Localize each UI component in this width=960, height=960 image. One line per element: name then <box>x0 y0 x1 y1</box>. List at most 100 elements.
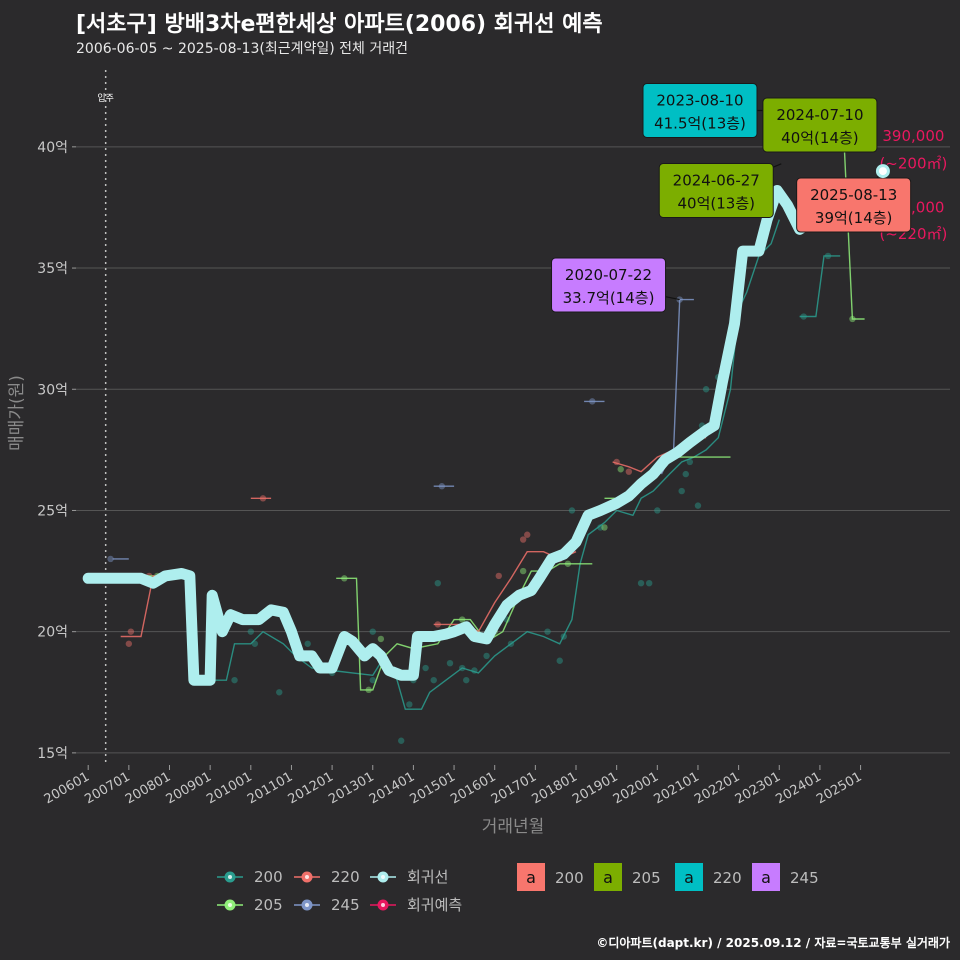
legend-box-glyph: a <box>761 868 771 887</box>
callout-date: 2025-08-13 <box>810 186 897 204</box>
transaction-point <box>231 676 238 684</box>
series-line-s200 <box>799 255 841 318</box>
transaction-point <box>398 737 405 744</box>
x-tick-label: 202501 <box>814 769 864 807</box>
legend-box-key <box>517 863 545 891</box>
chart-subtitle: 2006-06-05 ~ 2025-08-13(최근계약일) 전체 거래건 <box>76 41 408 57</box>
transaction-point <box>430 676 437 684</box>
series-line-s200 <box>210 219 780 710</box>
legend-label: 245 <box>331 896 360 914</box>
x-tick-label: 201801 <box>530 769 580 807</box>
callout-price: 33.7억(14층) <box>563 289 655 307</box>
callout-box <box>796 177 912 233</box>
legend-label: 205 <box>254 896 283 914</box>
legend-box-label: 245 <box>790 869 819 887</box>
legend-point-dot <box>228 903 232 907</box>
legend-label: 220 <box>331 868 360 886</box>
transaction-point <box>247 628 254 635</box>
x-tick-label: 201401 <box>367 769 417 807</box>
callout-box <box>658 162 774 218</box>
x-tick-label: 202101 <box>651 769 701 807</box>
x-axis-title: 거래년월 <box>482 817 545 837</box>
legend-box-key <box>752 863 780 891</box>
legend-point-dot <box>305 903 309 907</box>
x-tick-label: 201901 <box>570 769 620 807</box>
x-tick-label: 200701 <box>82 769 132 807</box>
x-tick-label: 201701 <box>489 769 539 807</box>
y-axis-title: 매매가(원) <box>7 375 27 451</box>
y-tick-label: 30억 <box>37 382 68 398</box>
transaction-point <box>556 657 563 664</box>
callout-box <box>762 97 878 153</box>
transaction-point <box>645 579 653 587</box>
regression-line <box>82 185 891 686</box>
transaction-point <box>682 470 689 478</box>
transaction-point <box>637 579 645 587</box>
transaction-point <box>434 579 441 587</box>
transaction-point <box>702 386 710 393</box>
transaction-point <box>304 640 311 647</box>
transaction-point <box>127 628 135 635</box>
callout-box <box>551 257 667 313</box>
legend-box-label: 205 <box>632 869 661 887</box>
x-tick-label: 202201 <box>692 769 742 807</box>
series-line-s205 <box>832 146 865 320</box>
callout-box <box>642 82 758 138</box>
legend-box-key <box>675 863 703 891</box>
x-tick-label: 202001 <box>611 769 661 807</box>
legend-box-label: 200 <box>555 869 584 887</box>
callout-price: 39억(14층) <box>815 209 892 227</box>
x-tick-label: 201201 <box>286 769 336 807</box>
legend-box-glyph: a <box>526 868 536 887</box>
legend-box-label: 220 <box>713 869 742 887</box>
callout-date: 2020-07-22 <box>565 266 652 284</box>
y-tick-label: 25억 <box>37 503 68 519</box>
y-tick-label: 20억 <box>37 625 68 641</box>
transaction-point <box>422 664 429 672</box>
transaction-point <box>686 458 694 466</box>
y-tick-label: 35억 <box>37 261 68 277</box>
x-tick-label: 201601 <box>448 769 498 807</box>
callout-date: 2023-08-10 <box>656 91 743 109</box>
legend-label: 200 <box>254 868 283 886</box>
transaction-point <box>446 659 454 667</box>
callout-date: 2024-06-27 <box>673 171 760 189</box>
transaction-point <box>654 507 661 514</box>
transaction-point <box>369 628 376 635</box>
move-in-label: 입주 <box>97 92 114 104</box>
transaction-point <box>406 701 413 708</box>
transaction-point <box>483 652 490 660</box>
x-tick-label: 201301 <box>326 769 376 807</box>
transaction-point <box>601 524 608 531</box>
x-tick-label: 201501 <box>408 769 458 807</box>
transaction-point <box>495 572 502 580</box>
transaction-point <box>107 555 114 563</box>
legend-box-glyph: a <box>684 868 694 887</box>
transaction-point <box>568 507 576 514</box>
forecast-label: (~200㎡) <box>879 155 947 173</box>
legend-label: 회귀선 <box>407 868 448 886</box>
transaction-point <box>519 567 527 575</box>
transaction-point <box>617 466 624 473</box>
y-tick-label: 40억 <box>37 140 68 156</box>
x-tick-label: 200601 <box>42 769 92 807</box>
transaction-point <box>125 640 133 647</box>
x-tick-label: 201101 <box>245 769 295 807</box>
x-tick-label: 201001 <box>204 769 254 807</box>
transaction-point <box>597 524 604 531</box>
transaction-point <box>678 487 685 495</box>
transaction-point <box>519 536 527 543</box>
transaction-point <box>276 689 283 696</box>
callout-price: 40억(13층) <box>678 194 755 212</box>
legend-label: 회귀예측 <box>407 896 462 914</box>
legend-box-glyph: a <box>603 868 613 887</box>
forecast-point <box>875 164 890 179</box>
transaction-point <box>544 628 551 635</box>
transaction-point <box>625 468 633 475</box>
forecast-label: 390,000 <box>882 127 944 145</box>
source-caption: ©디아파트(dapt.kr) / 2025.09.12 / 자료=국토교통부 실… <box>596 936 950 950</box>
transaction-point <box>524 531 531 538</box>
chart-title: [서초구] 방배3차e편한세상 아파트(2006) 회귀선 예측 <box>76 12 603 37</box>
y-tick-label: 15억 <box>37 746 68 762</box>
